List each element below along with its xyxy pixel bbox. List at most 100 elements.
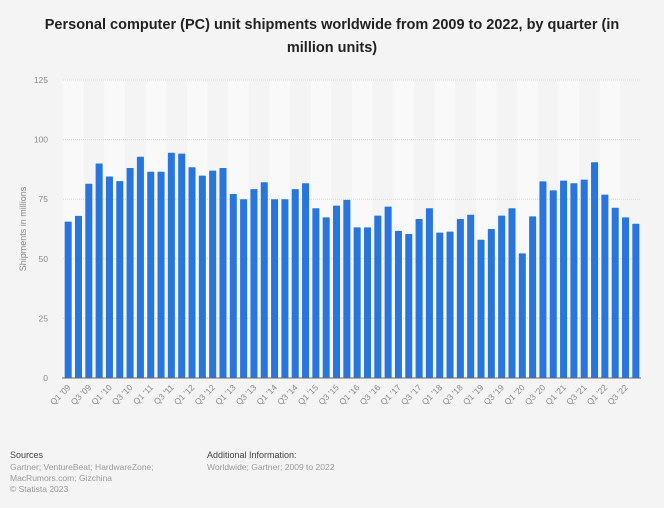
bar[interactable]: Q4 '10: 92.8 bbox=[136, 156, 144, 378]
bar[interactable]: Q1 '10: 84.5 bbox=[105, 176, 113, 378]
x-tick-label: Q3 '21 bbox=[564, 382, 589, 407]
x-tick-label: Q1 '20 bbox=[502, 382, 527, 407]
additional-info-heading: Additional Information: bbox=[207, 450, 297, 460]
x-tick-label: Q1 '09 bbox=[48, 382, 73, 407]
x-tick-label: Q1 '19 bbox=[461, 382, 486, 407]
bar[interactable]: Q4 '09: 90 bbox=[95, 163, 103, 378]
x-tick-label: Q3 '19 bbox=[481, 382, 506, 407]
bar[interactable]: Q2 '09: 68 bbox=[74, 215, 82, 378]
bar[interactable]: Q4 '21: 90.5 bbox=[591, 162, 599, 378]
additional-info-text: Worldwide; Gartner; 2009 to 2022 bbox=[207, 462, 335, 472]
bar[interactable]: Q3 '15: 72.3 bbox=[333, 205, 341, 378]
bar[interactable]: Q1 '13: 77.2 bbox=[229, 193, 237, 378]
x-tick-label: Q3 '20 bbox=[523, 382, 548, 407]
x-tick-label: Q3 '09 bbox=[69, 382, 94, 407]
bar[interactable]: Q3 '09: 81.5 bbox=[85, 183, 93, 378]
bar[interactable]: Q4 '19: 71.2 bbox=[508, 208, 516, 378]
y-axis-label: Shipments in millions bbox=[18, 186, 28, 271]
sources-heading: Sources bbox=[10, 450, 44, 460]
bar[interactable]: Q2 '14: 75 bbox=[281, 199, 289, 378]
bar[interactable]: Q3 '10: 88.1 bbox=[126, 167, 134, 378]
y-tick-label: 125 bbox=[34, 75, 48, 85]
x-tick-label: Q3 '18 bbox=[440, 382, 465, 407]
bar[interactable]: Q4 '20: 78.7 bbox=[549, 190, 557, 378]
bar[interactable]: Q4 '16: 71.9 bbox=[384, 206, 392, 378]
x-tick-label: Q3 '10 bbox=[110, 382, 135, 407]
y-axis-ticks: 0 25 50 75 100 125 bbox=[34, 75, 48, 383]
x-tick-label: Q1 '16 bbox=[337, 382, 362, 407]
bar[interactable]: Q3 '14: 79.2 bbox=[291, 189, 299, 378]
bar[interactable]: Q1 '18: 61 bbox=[436, 232, 444, 378]
x-tick-label: Q3 '17 bbox=[399, 382, 424, 407]
x-tick-label: Q3 '16 bbox=[358, 382, 383, 407]
bar[interactable]: Q2 '21: 81.7 bbox=[570, 183, 578, 378]
x-tick-label: Q1 '14 bbox=[254, 382, 279, 407]
bar[interactable]: Q2 '15: 67.4 bbox=[322, 217, 330, 378]
y-tick-label: 75 bbox=[39, 194, 49, 204]
bar[interactable]: Q1 '12: 88.4 bbox=[188, 167, 196, 378]
bar[interactable]: Q2 '18: 61.4 bbox=[446, 231, 454, 378]
bar[interactable]: Q2 '12: 84.9 bbox=[198, 175, 206, 378]
x-tick-label: Q1 '22 bbox=[585, 382, 610, 407]
bars: Q1 '09: 65.6Q2 '09: 68Q3 '09: 81.5Q4 '09… bbox=[64, 152, 640, 378]
bar[interactable]: Q1 '09: 65.6 bbox=[64, 221, 72, 378]
bar[interactable]: Q3 '19: 68.1 bbox=[498, 215, 506, 378]
bar[interactable]: Q4 '13: 82.1 bbox=[260, 182, 268, 378]
x-tick-label: Q3 '22 bbox=[605, 382, 630, 407]
copyright: © Statista 2023 bbox=[10, 484, 69, 494]
bar[interactable]: Q3 '17: 66.7 bbox=[415, 218, 423, 378]
bar[interactable]: Q2 '16: 63.2 bbox=[363, 227, 371, 378]
bar[interactable]: Q2 '13: 75 bbox=[240, 199, 248, 378]
bar[interactable]: Q1 '22: 76.9 bbox=[601, 194, 609, 378]
bar[interactable]: Q2 '19: 62.5 bbox=[487, 229, 495, 378]
bar[interactable]: Q4 '14: 81.7 bbox=[302, 183, 310, 378]
bar[interactable]: Q3 '16: 68.1 bbox=[374, 215, 382, 378]
bar[interactable]: Q2 '22: 71.4 bbox=[611, 207, 619, 378]
bar[interactable]: Q1 '14: 75 bbox=[271, 199, 279, 378]
sources-block: Sources Gartner; VentureBeat; HardwareZo… bbox=[10, 450, 180, 495]
additional-info-block: Additional Information: Worldwide; Gartn… bbox=[207, 450, 407, 473]
bar[interactable]: Q1 '20: 52.3 bbox=[518, 253, 526, 378]
bar[interactable]: Q3 '22: 67.4 bbox=[622, 217, 630, 378]
bar[interactable]: Q1 '15: 71.2 bbox=[312, 208, 320, 378]
x-tick-label: Q3 '12 bbox=[192, 382, 217, 407]
bar[interactable]: Q2 '17: 60.4 bbox=[405, 234, 413, 378]
x-tick-label: Q1 '11 bbox=[131, 382, 155, 406]
x-tick-label: Q1 '10 bbox=[89, 382, 114, 407]
bar[interactable]: Q1 '16: 63.2 bbox=[353, 227, 361, 378]
bar[interactable]: Q3 '11: 94.5 bbox=[167, 152, 175, 378]
chart-title: Personal computer (PC) unit shipments wo… bbox=[44, 17, 620, 56]
bar[interactable]: Q4 '17: 71.2 bbox=[425, 208, 433, 378]
bar[interactable]: Q3 '12: 87 bbox=[209, 170, 217, 378]
bar[interactable]: Q4 '12: 88.1 bbox=[219, 167, 227, 378]
x-tick-label: Q1 '12 bbox=[172, 382, 197, 407]
bar[interactable]: Q3 '20: 82.5 bbox=[539, 181, 547, 378]
bar[interactable]: Q4 '15: 74.7 bbox=[343, 199, 351, 378]
bar[interactable]: Q3 '18: 66.7 bbox=[456, 218, 464, 378]
x-tick-label: Q1 '18 bbox=[420, 382, 445, 407]
x-tick-label: Q3 '15 bbox=[316, 382, 341, 407]
sources-line-1: Gartner; VentureBeat; HardwareZone; bbox=[10, 462, 154, 472]
bar[interactable]: Q4 '11: 94.1 bbox=[178, 153, 186, 378]
bar[interactable]: Q4 '22: 64.7 bbox=[632, 223, 640, 378]
x-tick-label: Q1 '13 bbox=[213, 382, 238, 407]
x-tick-label: Q1 '15 bbox=[296, 382, 321, 407]
x-tick-label: Q3 '14 bbox=[275, 382, 300, 407]
bar[interactable]: Q1 '17: 61.7 bbox=[394, 230, 402, 378]
bar[interactable]: Q3 '21: 83.2 bbox=[580, 179, 588, 378]
bar[interactable]: Q2 '20: 67.8 bbox=[529, 216, 537, 378]
bar[interactable]: Q1 '21: 82.8 bbox=[560, 180, 568, 378]
bar[interactable]: Q1 '19: 58 bbox=[477, 239, 485, 378]
bar[interactable]: Q4 '18: 68.5 bbox=[467, 214, 475, 378]
bar[interactable]: Q2 '10: 82.6 bbox=[116, 181, 124, 378]
bar[interactable]: Q2 '11: 86.5 bbox=[157, 171, 165, 378]
x-tick-label: Q1 '17 bbox=[378, 382, 403, 407]
y-tick-label: 25 bbox=[39, 313, 49, 323]
bar[interactable]: Q3 '13: 79.2 bbox=[250, 189, 258, 378]
bar[interactable]: Q1 '11: 86.5 bbox=[147, 171, 155, 378]
y-tick-label: 100 bbox=[34, 135, 48, 145]
x-tick-label: Q1 '21 bbox=[543, 382, 568, 407]
x-tick-label: Q3 '11 bbox=[152, 382, 176, 406]
